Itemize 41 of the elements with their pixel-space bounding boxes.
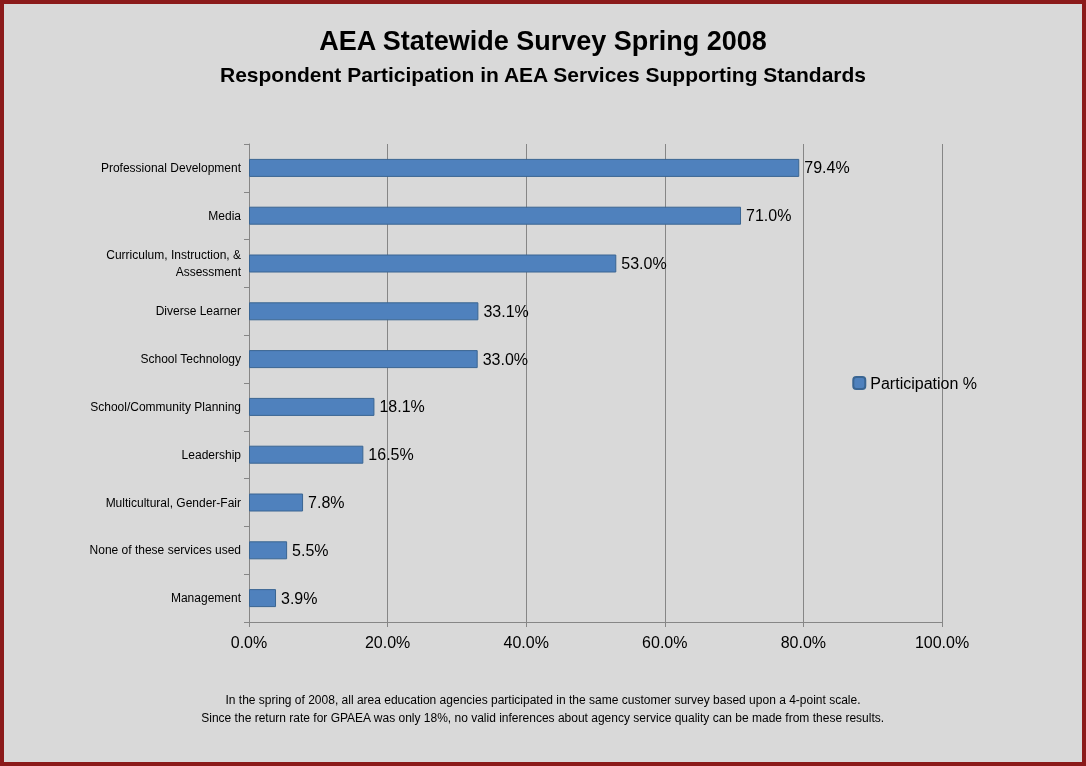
bar <box>249 302 479 321</box>
data-label: 5.5% <box>292 541 329 559</box>
bar <box>249 158 800 177</box>
legend-label: Participation % <box>870 374 977 392</box>
y-tick-label: Multicultural, Gender-Fair <box>105 495 241 510</box>
chart-title: AEA Statewide Survey Spring 2008 <box>319 25 767 56</box>
chart-subtitle: Respondent Participation in AEA Services Supporting Standards <box>219 63 867 86</box>
x-tick-label: 20.0% <box>364 633 411 651</box>
data-label: 33.0% <box>482 350 529 368</box>
y-tick-label: Professional Development <box>100 160 242 175</box>
data-label: 79.4% <box>804 159 850 177</box>
x-tick-label: 40.0% <box>503 633 549 651</box>
data-label: 53.0% <box>621 255 667 272</box>
bar <box>249 254 617 273</box>
y-tick-label: Diverse Learner <box>155 304 241 319</box>
bar <box>249 350 478 369</box>
data-label: 33.1% <box>483 302 529 320</box>
y-tick-label: School/Community Planning <box>90 399 241 414</box>
text: Since the return rate for GPAEA was only 18%, no valid inferences about agency service quality can be made from these results. <box>201 711 885 725</box>
x-tick-label: 0.0% <box>230 633 268 651</box>
y-tick-label: School Technology <box>140 352 241 367</box>
y-tick-label: Media <box>208 208 242 223</box>
bar <box>249 541 288 560</box>
bar <box>249 589 277 608</box>
data-label: 18.1% <box>379 398 425 416</box>
data-label: 71.0% <box>746 207 792 225</box>
y-tick-label: Curriculum, Instruction, & Assessment <box>106 248 242 279</box>
x-tick-label: 80.0% <box>780 633 827 651</box>
data-label: 16.5% <box>368 446 414 464</box>
bar <box>249 206 742 225</box>
y-tick-label: None of these services used <box>89 543 241 558</box>
data-label: 3.9% <box>281 589 318 607</box>
x-tick-label: 100.0% <box>914 633 970 651</box>
bar <box>249 397 375 416</box>
data-label: 7.8% <box>308 494 345 511</box>
bar <box>249 445 364 464</box>
y-tick-label: Leadership <box>181 447 242 462</box>
x-tick-label: 60.0% <box>642 633 688 651</box>
text: In the spring of 2008, all area education agencies participated in the same customer survey based upon a 4-point scale. <box>225 693 861 707</box>
bar <box>249 493 304 512</box>
y-tick-label: Management <box>170 591 242 606</box>
